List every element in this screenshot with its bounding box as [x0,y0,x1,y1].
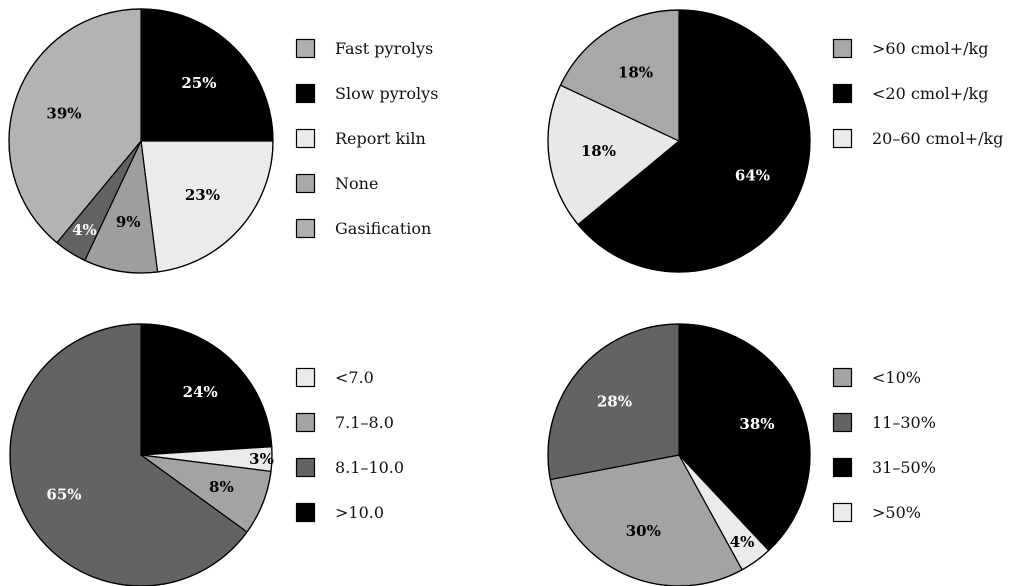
slice-label: 64% [735,167,770,185]
slice-label: 4% [730,533,755,551]
slice-label: 8% [209,478,234,496]
slice-label: 65% [46,485,81,503]
legend-label: <10% [872,368,921,387]
legend-label: 31–50% [872,458,936,477]
slice-label: 30% [626,522,661,540]
legend-label: Fast pyrolys [335,39,433,58]
pie-outline [547,9,811,273]
legend-swatch [295,218,316,239]
legend-label: >10.0 [335,503,384,522]
legend-label: Report kiln [335,129,426,148]
legend-swatch [832,367,853,388]
pie-slice [140,140,274,273]
legend-label: >50% [872,503,921,522]
pie-chart-3: 24% 3% 8% 65% <7.0 7.1–8.0 8.1–10.0 >10.0 [9,323,404,586]
legend-swatch [832,38,853,59]
legend: >60 cmol+/kg <20 cmol+/kg 20–60 cmol+/kg [832,38,1003,149]
legend-swatch [832,502,853,523]
legend-swatch [295,83,316,104]
legend-label: >60 cmol+/kg [872,39,988,58]
slice-label: 18% [618,63,653,81]
legend: <10% 11–30% 31–50% >50% [832,367,936,523]
legend-label: None [335,174,378,193]
legend-swatch [295,412,316,433]
pie-chart-1: 25% 23% 9% 4% 39% Fast pyrolys Slow pyrolys Rep… [8,8,438,274]
slice-label: 18% [581,142,616,160]
pie-outline [8,8,274,274]
slice-label: 3% [249,450,274,468]
legend-swatch [832,412,853,433]
legend-swatch [832,83,853,104]
legend-swatch [832,457,853,478]
pie-chart-2: 64% 18% 18% >60 cmol+/kg <20 cmol+/kg 20–60 c… [547,9,1003,273]
legend-swatch [295,502,316,523]
legend-swatch [832,128,853,149]
legend: Fast pyrolys Slow pyrolys Report kiln None G… [295,38,438,239]
legend-label: Slow pyrolys [335,84,438,103]
legend-label: 20–60 cmol+/kg [872,129,1003,148]
slice-label: 9% [116,213,141,231]
legend-label: <20 cmol+/kg [872,84,988,103]
legend-swatch [295,38,316,59]
slice-label: 4% [72,221,97,239]
pie-chart-4: 38% 4% 30% 28% <10% 11–30% 31–50% >50% [547,323,936,586]
legend: <7.0 7.1–8.0 8.1–10.0 >10.0 [295,367,404,523]
slice-label: 24% [183,383,218,401]
pie-outline [9,323,273,586]
legend-label: 11–30% [872,413,936,432]
legend-label: <7.0 [335,368,374,387]
slice-label: 28% [597,393,632,411]
legend-swatch [295,367,316,388]
pie-outline [547,323,811,586]
slice-label: 23% [185,186,220,204]
legend-label: 8.1–10.0 [335,458,404,477]
slice-label: 39% [46,104,81,122]
slice-label: 25% [181,74,216,92]
legend-swatch [295,457,316,478]
legend-label: Gasification [335,219,431,238]
legend-label: 7.1–8.0 [335,413,394,432]
legend-swatch [295,173,316,194]
legend-swatch [295,128,316,149]
slice-label: 38% [739,415,774,433]
